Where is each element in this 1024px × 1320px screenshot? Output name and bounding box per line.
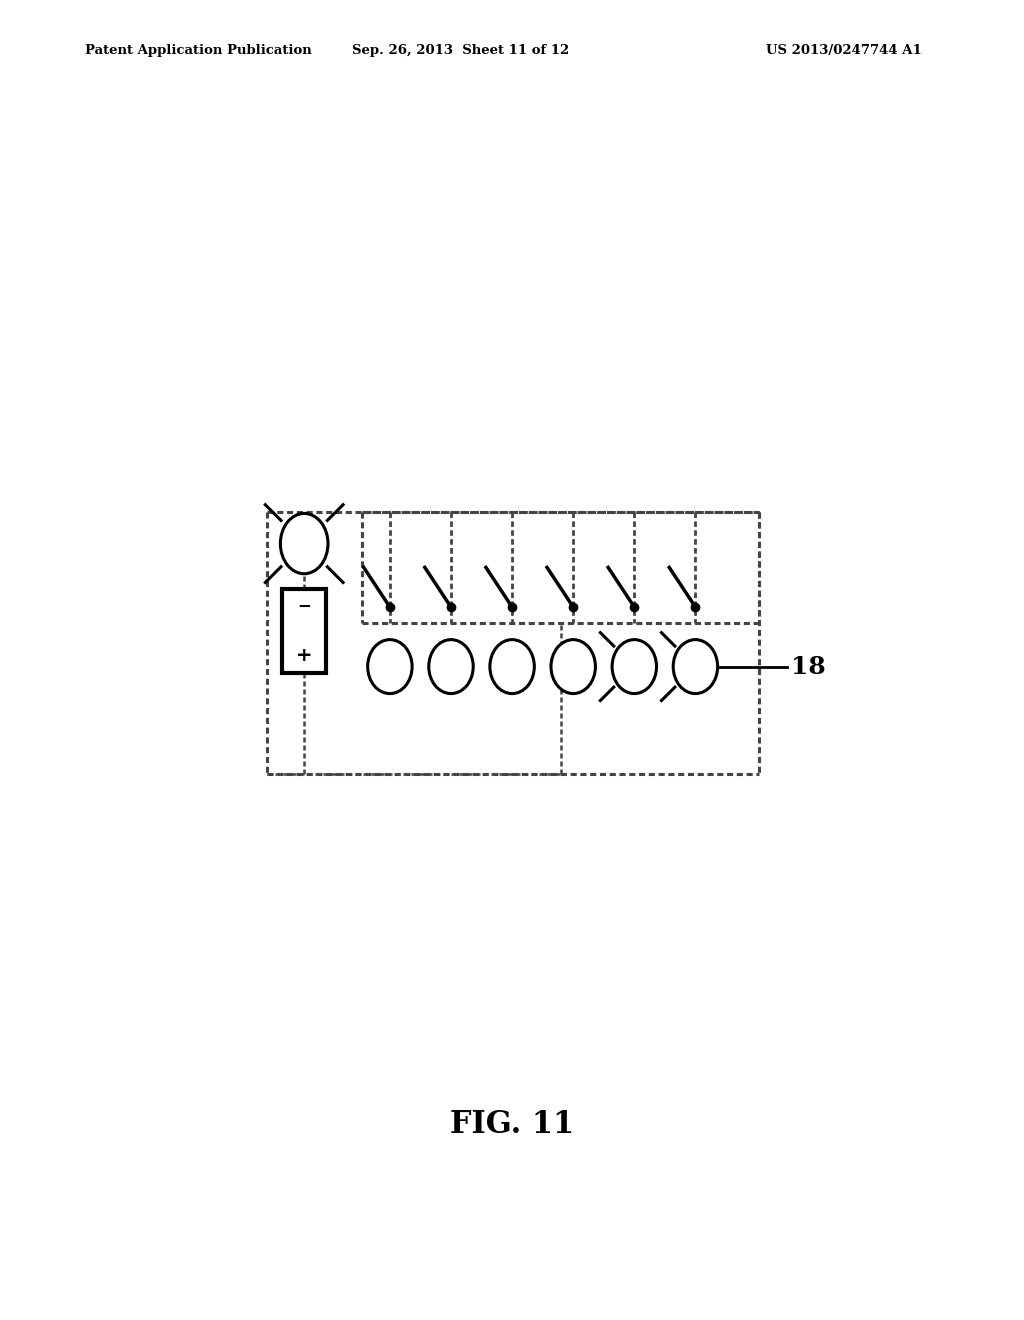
Ellipse shape (673, 640, 718, 693)
Text: Sep. 26, 2013  Sheet 11 of 12: Sep. 26, 2013 Sheet 11 of 12 (352, 44, 569, 57)
Bar (283, 589, 326, 673)
Text: FIG. 11: FIG. 11 (450, 1109, 574, 1140)
Text: +: + (296, 645, 312, 664)
Ellipse shape (612, 640, 656, 693)
Ellipse shape (368, 640, 412, 693)
Ellipse shape (281, 513, 328, 574)
Text: 18: 18 (791, 655, 825, 678)
Ellipse shape (489, 640, 535, 693)
Ellipse shape (429, 640, 473, 693)
Text: Patent Application Publication: Patent Application Publication (85, 44, 311, 57)
Text: −: − (297, 597, 311, 614)
Ellipse shape (551, 640, 595, 693)
Text: US 2013/0247744 A1: US 2013/0247744 A1 (766, 44, 922, 57)
